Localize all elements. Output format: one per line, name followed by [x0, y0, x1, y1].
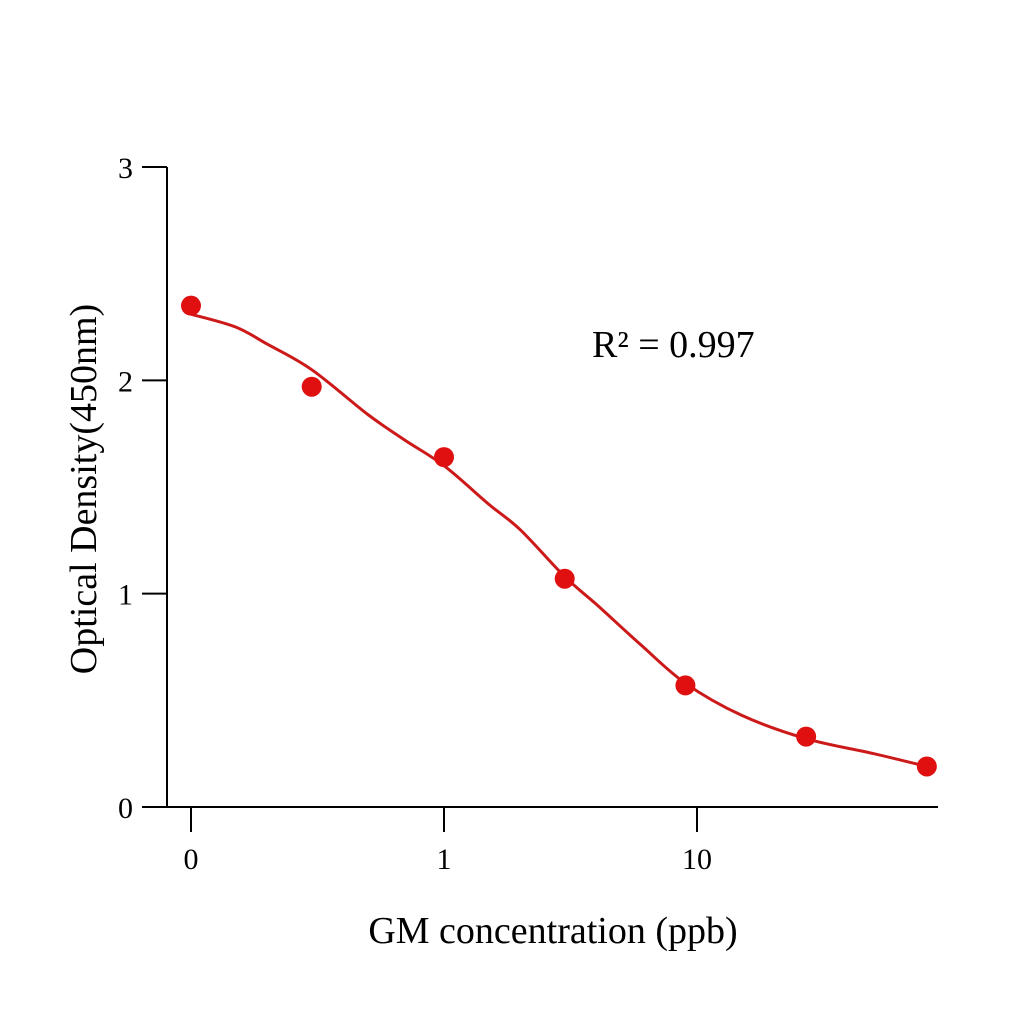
y-tick-label: 1	[118, 579, 133, 612]
x-axis-title: GM concentration (ppb)	[368, 910, 737, 952]
data-points	[181, 295, 937, 777]
x-tick-label: 10	[682, 843, 712, 876]
x-ticks: 0 1 10	[184, 807, 712, 876]
x-tick-label: 0	[184, 843, 199, 876]
data-point	[675, 675, 696, 696]
y-tick-label: 2	[118, 365, 133, 398]
data-point	[554, 568, 575, 589]
y-axis-title: Optical Density(450nm)	[63, 304, 105, 674]
y-tick-label: 3	[118, 152, 133, 185]
data-point	[434, 447, 454, 468]
y-tick-label: 0	[118, 792, 133, 825]
fitted-curve-line	[190, 312, 928, 768]
r-squared-annotation: R² = 0.997	[592, 324, 755, 366]
x-tick-label: 1	[437, 843, 452, 876]
axes	[142, 167, 938, 808]
data-point	[301, 376, 322, 397]
data-point	[916, 756, 937, 777]
data-point	[181, 295, 201, 316]
data-point	[796, 726, 817, 747]
y-ticks: 0 1 2 3	[118, 152, 167, 825]
